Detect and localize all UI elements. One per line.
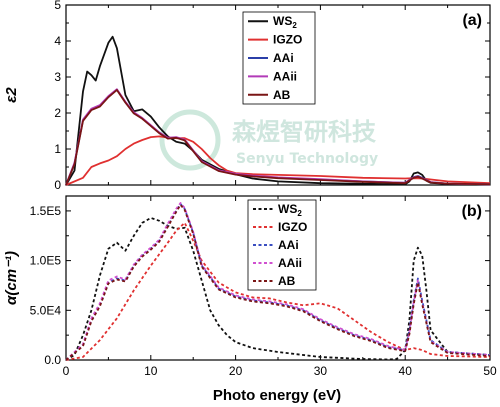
- x-tick-label: 40: [399, 364, 413, 378]
- x-tick-label: 20: [229, 364, 243, 378]
- y-tick-label: 0.0: [44, 353, 61, 367]
- y-tick-label: 4: [54, 34, 61, 48]
- legend: WS2 IGZO AAi AAii AB: [242, 11, 316, 105]
- series-line-igzo: [65, 135, 491, 186]
- y-axis-title: ε2: [3, 87, 20, 103]
- legend-entry: IGZO: [278, 220, 307, 234]
- panel-b: 0 10 20 30 40 50 0.0 5.0E4 1.0E5 1.5E5 α(cm⁻¹) (b) W…: [3, 195, 497, 378]
- y-tick-label: 1.5E5: [30, 204, 62, 218]
- y-tick-label: 1: [54, 142, 61, 156]
- series-line-ws2: [65, 35, 491, 186]
- legend-entry: IGZO: [273, 33, 302, 47]
- y-axis-title: α(cm⁻¹): [3, 251, 20, 305]
- legend-entry: AAii: [278, 256, 302, 270]
- y-tick-label: 3: [54, 70, 61, 84]
- series-line-aaii: [65, 202, 491, 361]
- legend: WS2 IGZO AAi AAii AB: [247, 199, 317, 291]
- series-line-ab: [65, 203, 491, 361]
- series-line-igzo: [65, 221, 491, 361]
- legend-entry: AB: [278, 274, 296, 288]
- series-line-ws2: [65, 216, 491, 361]
- x-tick-label: 0: [63, 364, 70, 378]
- legend-entry: AAi: [273, 51, 294, 65]
- x-tick-label: 50: [483, 364, 497, 378]
- legend-entry: WS2: [278, 202, 302, 218]
- panel-a: 0 1 2 3 4 5 ε2 (a) WS2 IGZO AAi AAii AB: [3, 0, 491, 192]
- x-axis-title: Photo energy (eV): [213, 387, 341, 404]
- series-line-ab: [65, 89, 491, 186]
- x-tick-label: 30: [314, 364, 328, 378]
- panel-label: (a): [462, 12, 482, 29]
- y-tick-label: 0: [54, 178, 61, 192]
- legend-entry: AB: [273, 88, 291, 102]
- legend-entry: WS2: [273, 14, 297, 30]
- watermark: 森煜智研科技 Senyu Technology: [159, 109, 378, 171]
- y-tick-label: 1.0E5: [30, 254, 62, 268]
- legend-entry: AAii: [273, 69, 297, 83]
- legend-entry: AAi: [278, 238, 299, 252]
- x-tick-label: 10: [144, 364, 158, 378]
- watermark-subtext: Senyu Technology: [236, 151, 378, 167]
- panel-label: (b): [462, 203, 482, 220]
- y-tick-label: 5.0E4: [30, 303, 62, 317]
- series-line-aai: [65, 203, 491, 361]
- y-tick-label: 5: [54, 0, 61, 12]
- y-tick-label: 2: [54, 106, 61, 120]
- watermark-text: 森煜智研科技: [232, 118, 377, 146]
- watermark-logo-ring: [159, 109, 221, 171]
